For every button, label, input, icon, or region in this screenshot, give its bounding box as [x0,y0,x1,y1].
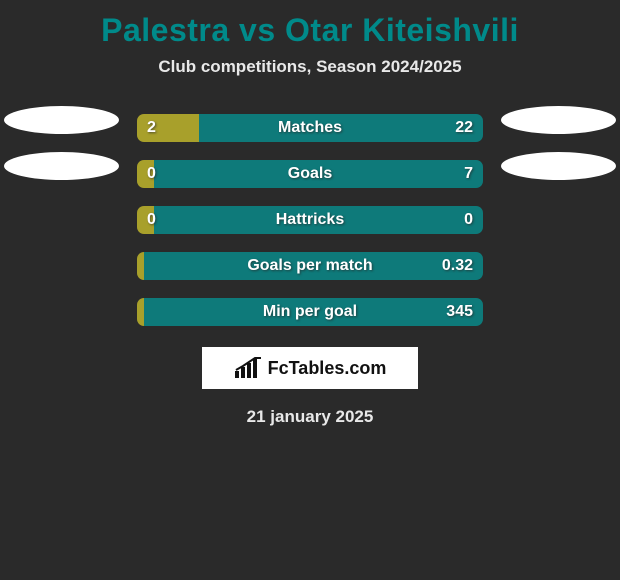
player-oval-left [4,106,119,134]
stat-row: Goals per match0.32 [0,243,620,289]
subtitle: Club competitions, Season 2024/2025 [0,57,620,105]
date-label: 21 january 2025 [0,389,620,427]
bar-chart-icon [234,357,262,379]
bar-segment-right [199,114,483,142]
bar-segment-right [144,298,483,326]
bar-segment-left [137,114,199,142]
stat-row: Hattricks00 [0,197,620,243]
stat-bar: Min per goal345 [137,298,483,326]
logo-box: FcTables.com [202,347,418,389]
bars-area: Matches222 Goals07 Hattricks00 Goals per ma… [0,105,620,335]
stat-bar: Matches222 [137,114,483,142]
logo-text: FcTables.com [268,358,387,379]
bar-segment-left [137,206,154,234]
stat-bar: Goals per match0.32 [137,252,483,280]
bar-segment-left [137,298,144,326]
player-oval-right [501,152,616,180]
page-title: Palestra vs Otar Kiteishvili [0,6,620,57]
comparison-infographic: Palestra vs Otar Kiteishvili Club compet… [0,0,620,427]
stat-row: Matches222 [0,105,620,151]
bar-segment-right [154,160,483,188]
stat-row: Min per goal345 [0,289,620,335]
player-oval-right [501,106,616,134]
player-oval-left [4,152,119,180]
bar-segment-left [137,160,154,188]
stat-bar: Goals07 [137,160,483,188]
stat-bar: Hattricks00 [137,206,483,234]
bar-segment-left [137,252,144,280]
bar-segment-right [144,252,483,280]
bar-segment-right [154,206,483,234]
stat-row: Goals07 [0,151,620,197]
